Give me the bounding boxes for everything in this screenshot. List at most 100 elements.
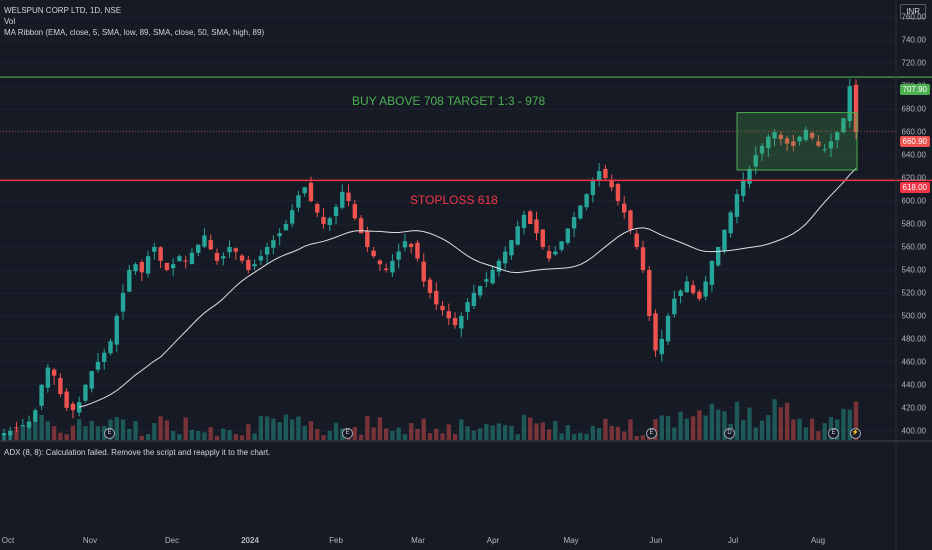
candle-body: [440, 305, 445, 311]
volume-bar: [803, 427, 809, 440]
candle-body: [127, 269, 132, 292]
volume-bar: [208, 427, 213, 440]
stoploss-annotation: STOPLOSS 618: [410, 193, 498, 207]
buy-annotation: BUY ABOVE 708 TARGET 1:3 - 978: [352, 94, 546, 108]
candle-body: [51, 369, 57, 376]
candle-body: [690, 285, 696, 293]
currency-button[interactable]: INR: [900, 4, 926, 19]
volume-bar: [672, 427, 677, 440]
volume-bar: [145, 434, 151, 440]
candle-body: [409, 243, 414, 247]
x-tick-label: Jun: [649, 536, 663, 545]
candle-body: [553, 251, 558, 255]
volume-bar: [89, 421, 94, 440]
volume-bar: [221, 428, 226, 440]
volume-bar: [797, 418, 802, 440]
candle-body: [45, 367, 51, 388]
candle-body: [484, 279, 489, 282]
event-d-icon[interactable]: D: [724, 428, 735, 439]
candle-body: [784, 138, 790, 144]
volume-bar: [409, 423, 414, 440]
candle-body: [271, 240, 276, 248]
candle-body: [302, 187, 307, 194]
candle-body: [728, 212, 733, 234]
candle-body: [709, 260, 715, 285]
candle-body: [747, 168, 752, 184]
x-tick-label: Apr: [486, 536, 500, 545]
candle-body: [490, 269, 495, 284]
candle-body: [502, 251, 508, 264]
candle-body: [835, 132, 840, 141]
candle-body: [8, 430, 13, 436]
candle-body: [14, 427, 19, 429]
candle-body: [772, 132, 777, 139]
candle-body: [715, 246, 721, 266]
y-tick-label: 480.00: [901, 334, 926, 344]
candle-body: [239, 255, 245, 261]
volume-bar: [697, 410, 702, 440]
volume-bar: [277, 422, 282, 440]
candle-body: [427, 279, 433, 293]
volume-bar: [33, 415, 38, 440]
candle-body: [89, 371, 94, 389]
volume-legend[interactable]: Vol: [4, 17, 16, 26]
candle-body: [120, 292, 126, 312]
volume-bar: [164, 420, 170, 440]
volume-bar: [283, 414, 289, 440]
y-tick-label: 680.00: [901, 104, 926, 114]
candle-body: [778, 134, 784, 140]
consolidation-box: [736, 112, 858, 171]
candle-body: [396, 251, 401, 260]
event-e-icon[interactable]: E: [342, 428, 353, 439]
candle-body: [471, 292, 477, 306]
candle-body: [70, 403, 76, 411]
y-tick-label: 520.00: [901, 288, 926, 298]
volume-bar: [383, 428, 389, 440]
event-e-icon[interactable]: E: [104, 428, 115, 439]
ma-ribbon-legend[interactable]: MA Ribbon (EMA, close, 5, SMA, low, 89, …: [4, 28, 265, 37]
flash-icon[interactable]: ⚡: [850, 428, 861, 439]
candle-body: [208, 240, 213, 250]
volume-bar: [747, 407, 752, 440]
candle-body: [415, 242, 420, 259]
candle-body: [603, 168, 608, 179]
candle-body: [315, 204, 320, 213]
volume-bar: [352, 427, 358, 440]
volume-bar: [477, 428, 483, 440]
candle-body: [33, 410, 38, 422]
candle-body: [170, 264, 176, 269]
event-e-icon[interactable]: E: [828, 428, 839, 439]
candle-body: [333, 206, 339, 217]
candle-body: [609, 180, 614, 188]
volume-bar: [315, 429, 320, 440]
event-e-icon[interactable]: E: [646, 428, 657, 439]
volume-bar: [321, 435, 326, 440]
candle-body: [390, 260, 395, 273]
adx-legend[interactable]: ADX (8, 8): Calculation failed. Remove t…: [4, 448, 271, 457]
candle-body: [697, 291, 702, 299]
candle-body: [640, 247, 646, 270]
volume-bar: [816, 431, 821, 440]
candle-body: [189, 252, 195, 265]
y-tick-label: 620.00: [901, 173, 926, 183]
volume-bar: [289, 419, 295, 440]
candle-body: [421, 261, 426, 282]
y-tick-label: 660.00: [901, 127, 926, 137]
y-tick-label: 560.00: [901, 242, 926, 252]
volume-bar: [358, 434, 364, 440]
volume-bar: [596, 428, 602, 440]
candle-body: [214, 252, 220, 261]
candle-body: [365, 230, 370, 247]
candle-body: [578, 205, 583, 219]
candle-body: [653, 313, 658, 351]
symbol-legend[interactable]: WELSPUN CORP LTD, 1D, NSE: [4, 6, 122, 15]
candle-body: [296, 195, 301, 208]
candle-body: [371, 250, 376, 257]
y-tick-label: 640.00: [901, 150, 926, 160]
candle-body: [76, 402, 82, 413]
candle-body: [496, 260, 502, 272]
volume-bar: [58, 432, 63, 440]
candle-body: [133, 264, 138, 272]
candle-body: [546, 251, 552, 259]
